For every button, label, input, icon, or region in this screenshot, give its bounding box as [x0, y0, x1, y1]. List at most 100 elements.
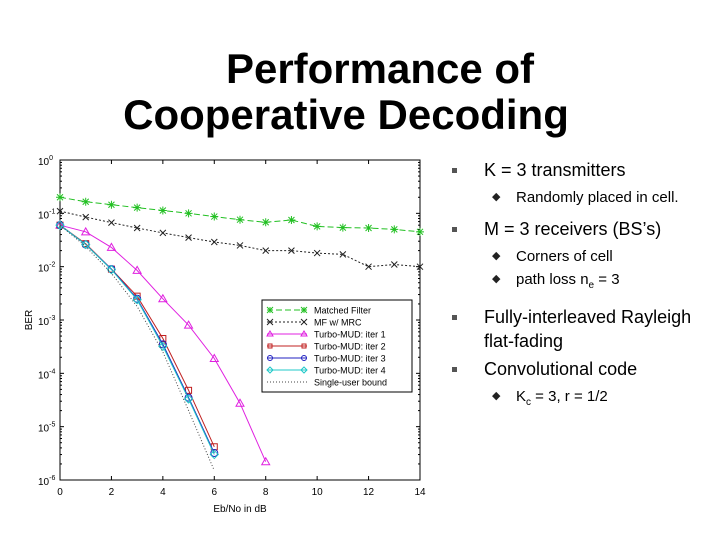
bullet-transmitters: K = 3 transmitters	[452, 158, 720, 182]
y-axis-label: BER	[24, 310, 35, 331]
data-point-s0-3	[133, 203, 142, 212]
x-tick-label: 0	[57, 487, 63, 498]
sub-bullet-path-loss: path loss ne = 3	[452, 268, 720, 297]
title-line-1: Performance of	[225, 45, 535, 92]
bullet-code: Convolutional code	[452, 357, 720, 381]
data-point-s0-4	[158, 206, 167, 215]
sub-bullet-random-placement: Randomly placed in cell.	[452, 186, 720, 209]
ber-chart: 0 2 4 6 8 10 12 14 100 10-1 10-2 10-3 10-4 10-5 10-6 Eb…	[24, 155, 426, 515]
data-point-s5-1	[81, 239, 91, 250]
data-point-s1-14	[416, 263, 424, 271]
data-point-s2-3	[132, 265, 143, 274]
legend-marker-1	[300, 318, 308, 326]
data-point-s1-10	[313, 249, 321, 257]
bullet-fading: Fully-interleaved Rayleigh flat-fading	[452, 305, 720, 353]
data-point-s4-5	[184, 393, 193, 402]
data-point-s0-10	[313, 222, 322, 231]
data-point-s5-4	[158, 341, 168, 352]
data-point-s1-12	[365, 263, 372, 271]
series-line-2	[59, 224, 267, 462]
legend-marker-2	[266, 330, 274, 337]
legend-label-3: Turbo-MUD: iter 2	[314, 342, 386, 352]
data-point-s0-2	[107, 200, 116, 209]
data-point-s1-4	[159, 229, 167, 237]
legend-marker-3	[301, 343, 307, 349]
data-point-s0-6	[210, 212, 219, 221]
data-point-s5-0	[55, 220, 65, 230]
data-point-s1-0	[56, 207, 64, 215]
data-point-s0-7	[236, 215, 244, 224]
x-tick-label: 8	[263, 487, 269, 498]
title-line-2: Cooperative Decoding	[123, 91, 569, 138]
x-tick-label: 14	[414, 487, 426, 498]
slide-title: Performance of Cooperative Decoding	[0, 46, 720, 138]
legend-label-1: MF w/ MRC	[314, 318, 362, 328]
legend-label-4: Turbo-MUD: iter 3	[314, 354, 386, 364]
data-point-s2-7	[235, 398, 245, 407]
legend-label-2: Turbo-MUD: iter 1	[314, 330, 386, 340]
x-tick-label: 2	[109, 487, 115, 498]
data-point-s0-5	[184, 209, 193, 218]
y-tick-label: 10-2	[38, 262, 55, 275]
sub-bullet-code-params: Kc = 3, r = 1/2	[452, 385, 720, 414]
x-tick-label: 12	[363, 487, 375, 498]
data-point-s2-5	[183, 320, 194, 329]
legend-marker-1	[266, 318, 274, 326]
y-tick-label: 100	[38, 155, 53, 168]
y-tick-label: 10-4	[38, 368, 55, 381]
data-point-s1-13	[390, 261, 398, 268]
data-point-s2-1	[80, 226, 91, 236]
data-point-s1-5	[185, 234, 192, 242]
data-point-s0-11	[338, 223, 347, 232]
series-line-1	[59, 210, 421, 268]
y-tick-label: 10-3	[38, 315, 55, 328]
data-point-s5-2	[106, 264, 117, 275]
x-tick-label: 6	[212, 487, 218, 498]
data-point-s0-8	[261, 218, 270, 227]
data-point-s2-6	[209, 353, 220, 362]
data-point-s0-12	[364, 224, 373, 233]
data-point-s1-11	[339, 251, 347, 258]
y-tick-label: 10-5	[38, 422, 55, 435]
x-tick-label: 10	[312, 487, 324, 498]
data-point-s1-8	[262, 247, 270, 254]
data-point-s5-5	[183, 394, 194, 404]
data-point-s1-7	[236, 242, 244, 249]
data-point-s0-13	[390, 225, 399, 234]
y-tick-label: 10-1	[38, 208, 55, 221]
data-point-s1-2	[108, 219, 115, 226]
legend-marker-4	[267, 355, 273, 361]
legend-marker-5	[266, 366, 274, 374]
x-axis-label: Eb/No in dB	[213, 504, 267, 515]
legend-marker-2	[300, 330, 308, 337]
data-point-s2-8	[260, 456, 271, 466]
series-line-5	[59, 224, 215, 455]
data-point-s4-4	[158, 340, 167, 349]
x-tick-label: 4	[160, 487, 166, 498]
data-point-s0-0	[56, 193, 64, 202]
legend-label-6: Single-user bound	[314, 378, 387, 388]
legend-marker-3	[267, 343, 273, 349]
data-point-s1-6	[210, 238, 218, 246]
data-point-s4-6	[210, 449, 219, 458]
legend-label-0: Matched Filter	[314, 306, 371, 316]
bullet-list: K = 3 transmitters Randomly placed in ce…	[452, 158, 720, 414]
data-point-s5-3	[132, 295, 142, 305]
legend-marker-4	[301, 355, 307, 361]
bullet-receivers: M = 3 receivers (BS’s)	[452, 217, 720, 241]
data-point-s2-2	[106, 242, 117, 251]
legend-marker-0	[266, 306, 274, 314]
legend-marker-5	[300, 366, 308, 374]
y-tick-label: 10-6	[38, 475, 55, 488]
data-point-s5-6	[209, 449, 219, 460]
legend-label-5: Turbo-MUD: iter 4	[314, 366, 386, 376]
data-point-s1-1	[82, 213, 90, 221]
data-point-s1-3	[133, 224, 141, 232]
data-point-s0-14	[416, 227, 424, 236]
data-point-s0-1	[81, 197, 90, 206]
series-line-6	[59, 224, 215, 471]
data-point-s2-4	[157, 293, 168, 303]
data-point-s1-9	[288, 247, 295, 254]
data-point-s0-9	[287, 215, 296, 224]
legend-marker-0	[300, 306, 308, 314]
